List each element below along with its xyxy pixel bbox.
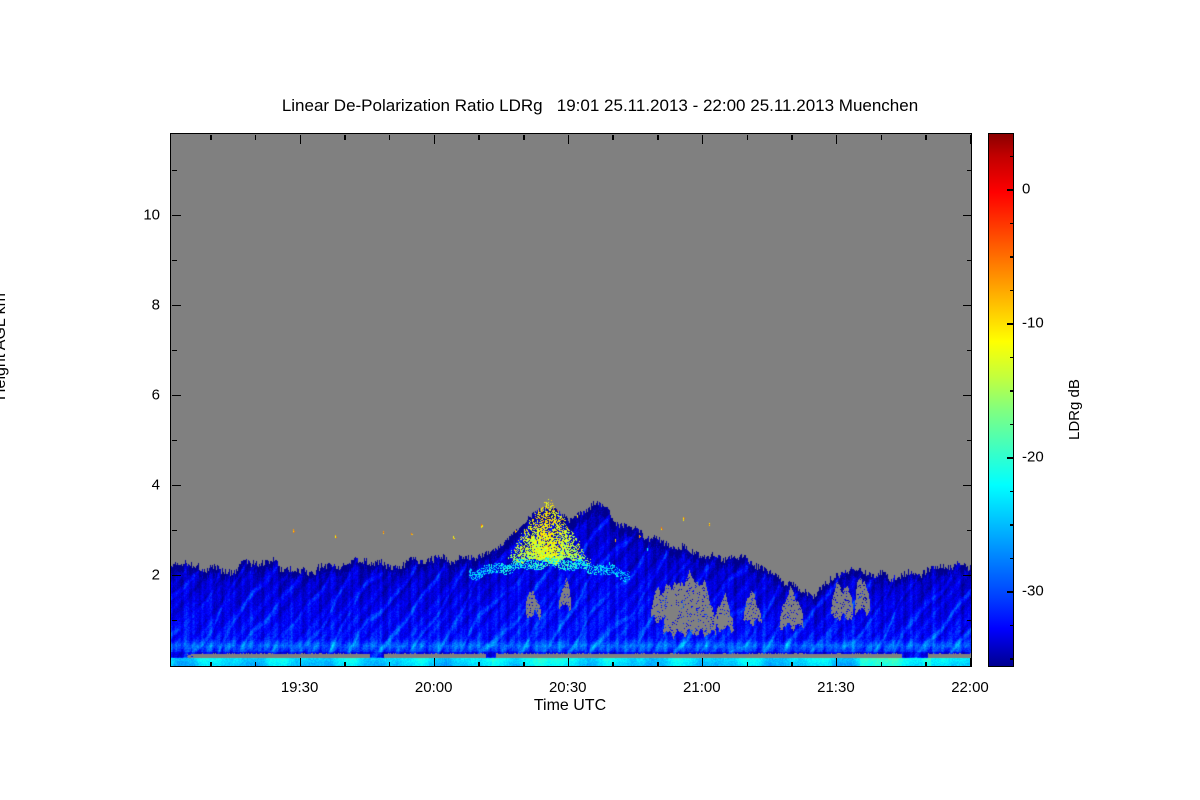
x-tick-90 — [567, 657, 570, 667]
colorbar-tick--5 — [1009, 256, 1014, 258]
y-tick-label-8: 8 — [151, 296, 160, 314]
x-tick-label-2: 20:30 — [548, 679, 587, 696]
colorbar-tick-label--30: -30 — [1022, 582, 1044, 600]
x-tick-140 — [791, 661, 793, 667]
colorbar-tick--25 — [1009, 524, 1014, 526]
y-tick-5 — [171, 439, 177, 442]
x-tick-top-140 — [791, 134, 793, 140]
x-tick-label-1: 20:00 — [414, 679, 453, 696]
colorbar-tick--10 — [1006, 323, 1014, 325]
heatmap-canvas — [171, 134, 971, 666]
x-tick-20 — [254, 661, 257, 667]
y-tick-7 — [171, 349, 177, 352]
y-tick-9 — [171, 259, 177, 262]
x-tick-label-5: 22:00 — [951, 679, 989, 696]
colorbar — [988, 133, 1014, 667]
colorbar-tick-label-0: 0 — [1022, 180, 1031, 198]
x-tick-80 — [523, 661, 525, 667]
page-title: Linear De-Polarization Ratio LDRg 19:01 … — [281, 96, 919, 115]
colorbar-tick-label--20: -20 — [1022, 448, 1044, 466]
y-tick-3 — [171, 529, 177, 532]
x-tick-top-90 — [567, 134, 570, 144]
y-tick-right-6 — [962, 394, 972, 397]
x-tick-top-80 — [523, 134, 525, 140]
colorbar-tick--17.5 — [1009, 423, 1014, 426]
y-tick-label-4: 4 — [151, 476, 160, 494]
y-tick-label-6: 6 — [151, 386, 160, 404]
x-tick-top-130 — [746, 134, 749, 140]
colorbar-title: LDRg dB — [1066, 379, 1083, 440]
x-axis-title: Time UTC — [533, 697, 607, 714]
y-tick-10 — [171, 214, 181, 217]
colorbar-tick-label--10: -10 — [1022, 314, 1044, 332]
y-tick-right-9 — [966, 259, 972, 262]
x-tick-top-100 — [612, 134, 614, 140]
plot-area — [170, 133, 972, 667]
y-tick-right-8 — [962, 304, 972, 307]
y-tick-right-4 — [962, 484, 972, 487]
colorbar-tick--20 — [1006, 457, 1014, 459]
x-tick-top-150 — [835, 134, 838, 144]
x-tick-top-50 — [388, 134, 391, 140]
x-tick-30 — [299, 657, 302, 667]
colorbar-tick--30 — [1006, 591, 1014, 593]
y-tick-right-10 — [962, 214, 972, 217]
x-tick-top-170 — [925, 134, 927, 140]
x-tick-top-120 — [701, 134, 704, 144]
y-tick-label-2: 2 — [151, 566, 160, 584]
x-tick-150 — [835, 657, 838, 667]
y-tick-4 — [171, 484, 181, 487]
y-tick-1 — [171, 619, 177, 622]
y-axis-title: Height AGL km — [0, 292, 9, 400]
x-tick-top-60 — [433, 134, 436, 144]
y-tick-right-11 — [966, 169, 972, 172]
x-tick-50 — [388, 661, 391, 667]
y-tick-2 — [171, 574, 181, 577]
colorbar-tick--7.5 — [1009, 289, 1014, 292]
colorbar-tick--15 — [1009, 390, 1014, 392]
x-tick-top-40 — [344, 134, 346, 140]
colorbar-tick--22.5 — [1009, 490, 1014, 493]
x-tick-top-160 — [880, 134, 883, 140]
x-tick-top-70 — [478, 134, 480, 140]
y-tick-11 — [171, 169, 177, 172]
y-tick-right-7 — [966, 349, 972, 352]
x-tick-70 — [478, 661, 480, 667]
x-tick-120 — [701, 657, 704, 667]
y-tick-right-1 — [966, 619, 972, 622]
y-tick-right-3 — [966, 529, 972, 532]
x-tick-100 — [612, 661, 614, 667]
colorbar-tick-2.5 — [1009, 155, 1014, 158]
x-tick-170 — [925, 661, 927, 667]
x-tick-110 — [657, 661, 659, 667]
x-tick-label-0: 19:30 — [280, 679, 319, 696]
x-tick-130 — [746, 661, 749, 667]
x-tick-label-4: 21:30 — [817, 679, 855, 696]
colorbar-tick--32.5 — [1009, 624, 1014, 627]
colorbar-tick--2.5 — [1009, 222, 1014, 225]
colorbar-tick--27.5 — [1009, 557, 1014, 560]
colorbar-tick--35 — [1009, 658, 1014, 660]
y-tick-8 — [171, 304, 181, 307]
x-tick-top-30 — [299, 134, 302, 144]
x-tick-top-20 — [254, 134, 257, 140]
x-tick-180 — [970, 657, 972, 667]
colorbar-tick-0 — [1006, 189, 1014, 191]
y-tick-6 — [171, 394, 181, 397]
y-tick-right-5 — [966, 439, 972, 442]
x-tick-40 — [344, 661, 346, 667]
y-tick-label-10: 10 — [143, 206, 160, 224]
x-tick-10 — [210, 661, 212, 667]
x-tick-top-10 — [210, 134, 212, 140]
colorbar-tick--12.5 — [1009, 356, 1014, 359]
x-tick-top-180 — [970, 134, 972, 144]
x-tick-60 — [433, 657, 436, 667]
y-tick-right-2 — [962, 574, 972, 577]
x-tick-160 — [880, 661, 883, 667]
x-tick-top-110 — [657, 134, 659, 140]
x-tick-label-3: 21:00 — [683, 679, 721, 696]
